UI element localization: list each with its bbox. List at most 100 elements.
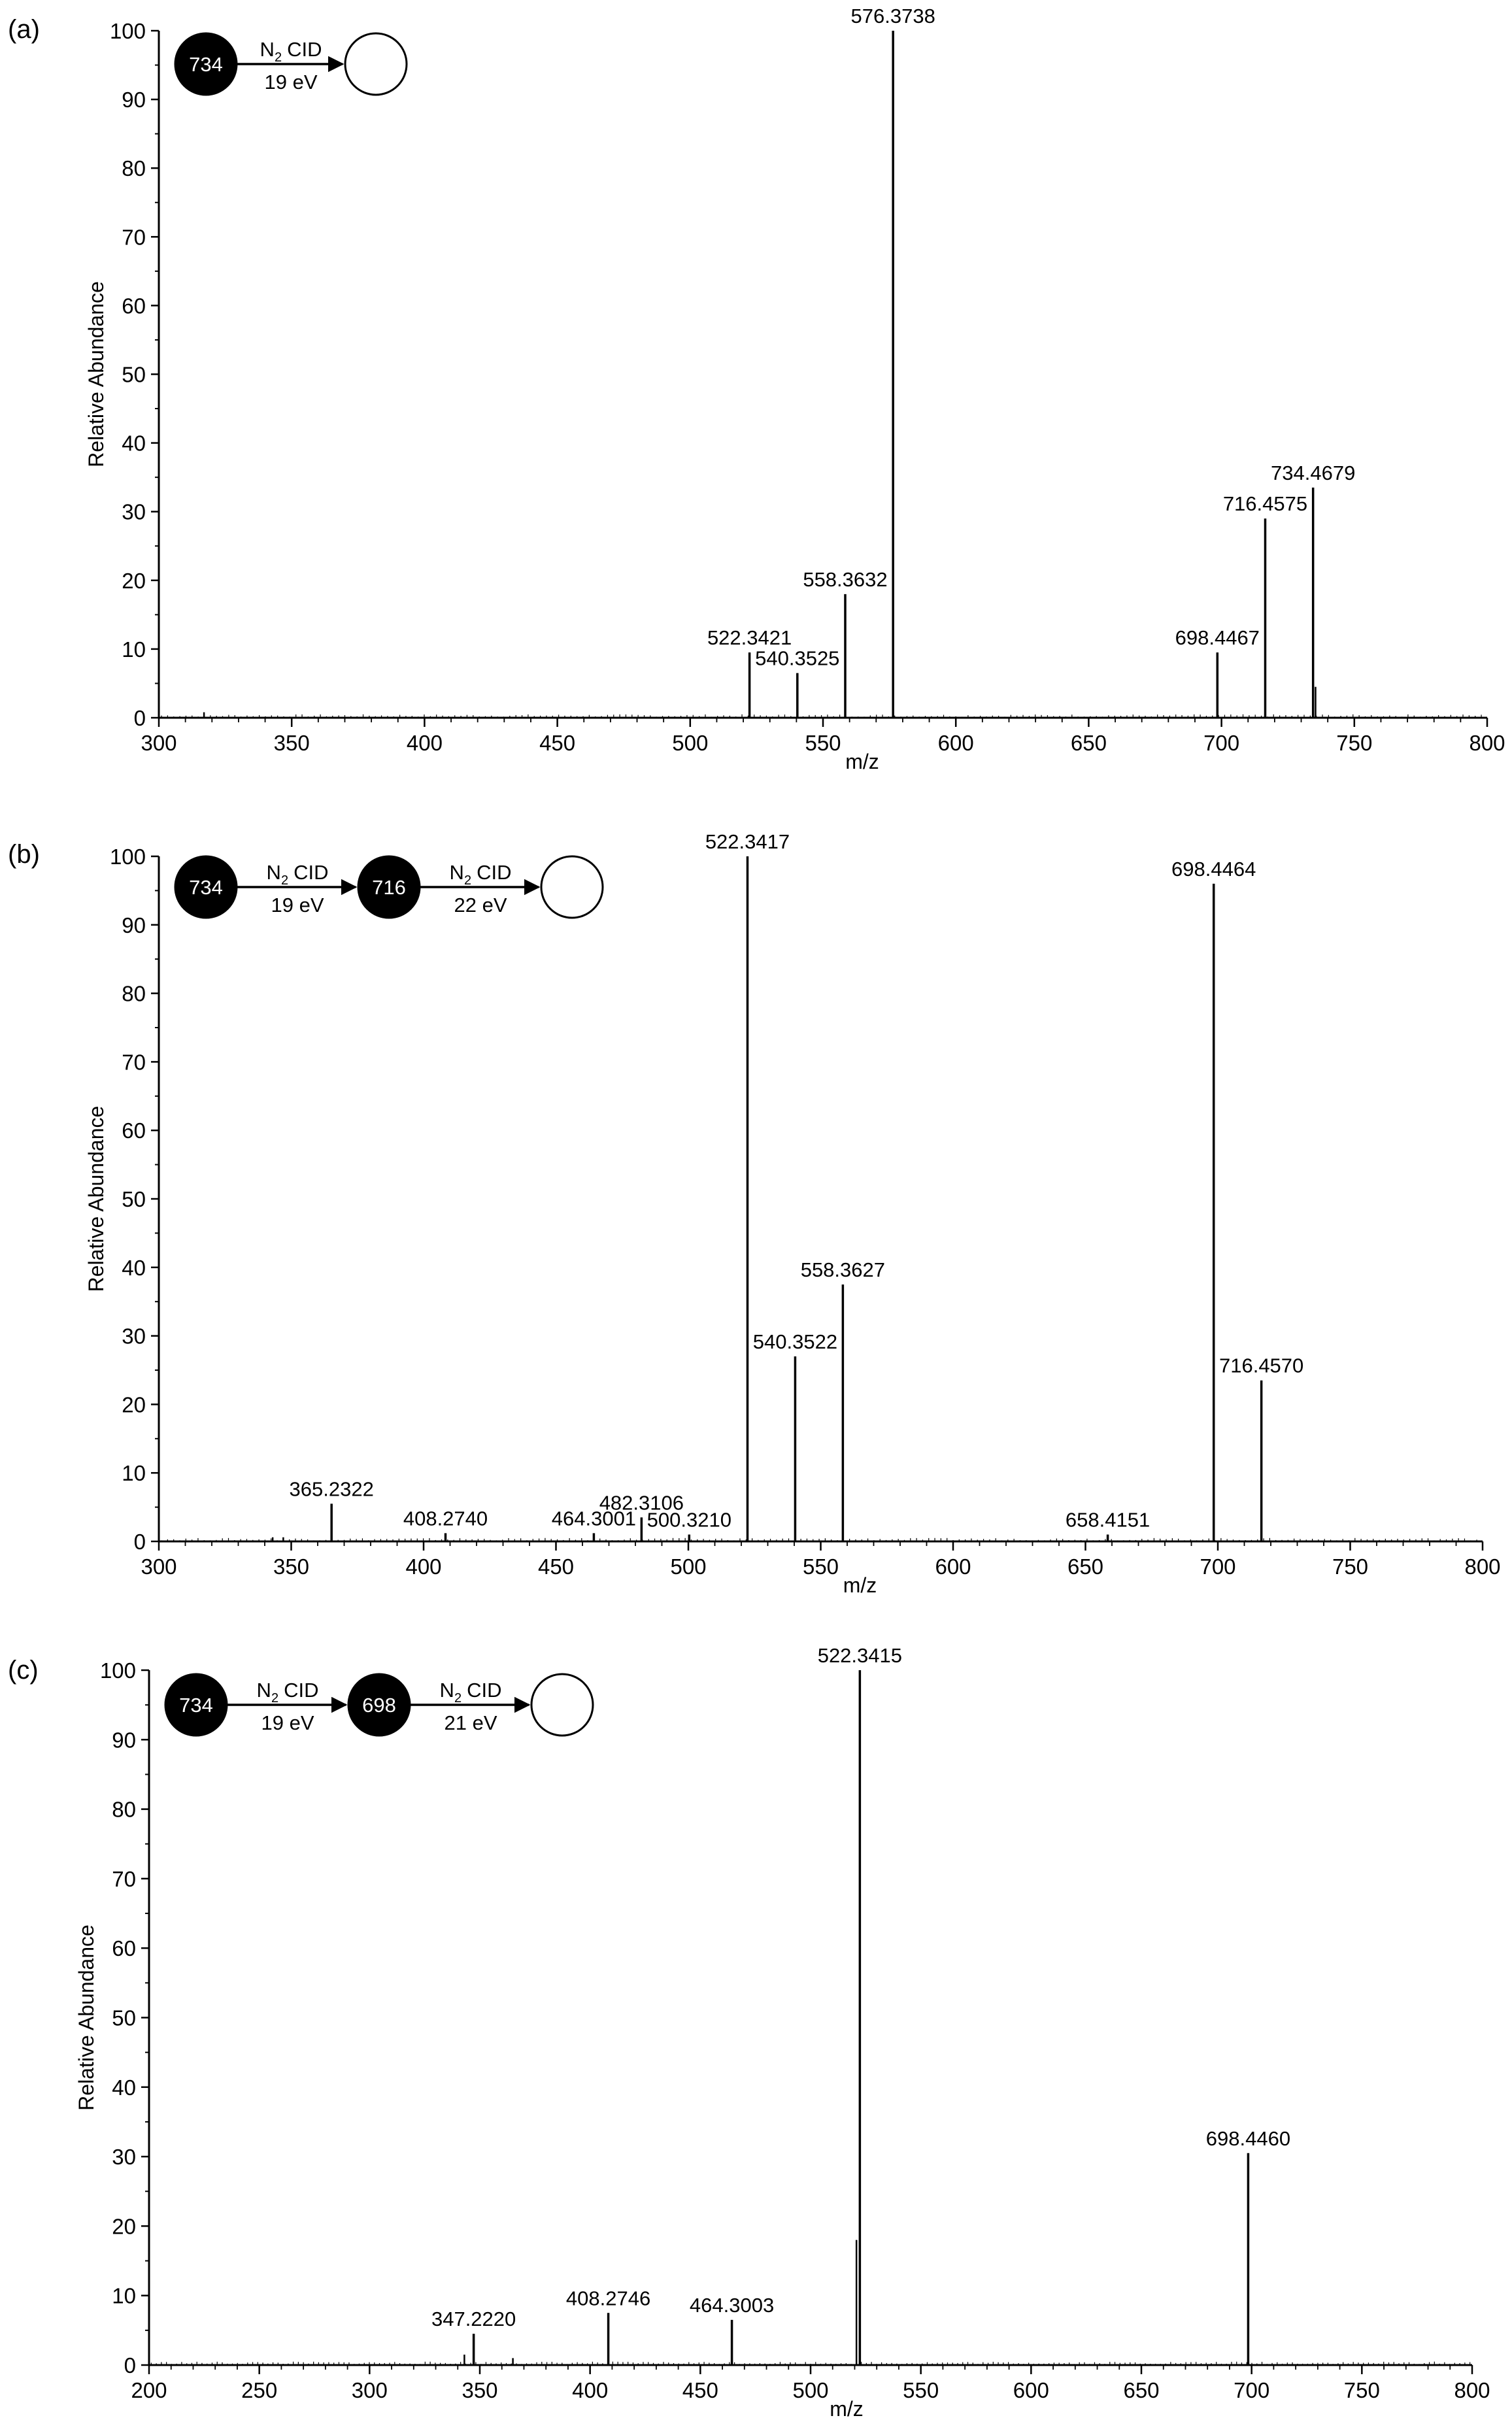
x-tick-label: 650	[1067, 1554, 1103, 1579]
y-tick-label: 60	[112, 1936, 136, 1960]
gas-subscript: 2	[271, 1691, 278, 1705]
product-node	[540, 855, 604, 919]
method: CID	[287, 38, 322, 61]
peak-label: 408.2740	[403, 1507, 488, 1530]
baseline-noise	[161, 714, 1482, 718]
y-tick-label: 10	[112, 2284, 136, 2308]
peak-label: 658.4151	[1066, 1509, 1150, 1532]
y-tick-label: 30	[122, 1324, 146, 1349]
peak-label: 698.4467	[1175, 626, 1260, 649]
y-tick-label: 30	[122, 500, 146, 524]
step-energy: 19 eV	[261, 1711, 314, 1734]
x-tick-label: 750	[1332, 1554, 1368, 1579]
y-tick-label: 40	[122, 431, 146, 456]
peak-label: 347.2220	[431, 2308, 516, 2330]
x-tick-label: 650	[1123, 2378, 1159, 2402]
y-tick-label: 20	[112, 2214, 136, 2238]
peak-label: 558.3627	[801, 1258, 885, 1281]
x-tick-label: 350	[462, 2378, 497, 2402]
y-tick-label: 20	[122, 569, 146, 593]
node-label: 698	[362, 1694, 396, 1717]
x-tick-label: 500	[670, 1554, 706, 1579]
x-tick-label: 700	[1234, 2378, 1269, 2402]
gas: N	[440, 1679, 454, 1702]
peak-label: 464.3003	[690, 2294, 774, 2317]
x-tick-label: 400	[405, 1554, 441, 1579]
y-tick-label: 10	[122, 637, 146, 662]
x-tick-label: 700	[1203, 731, 1239, 755]
peak-label: 716.4570	[1219, 1354, 1303, 1377]
x-tick-label: 600	[1013, 2378, 1049, 2402]
y-tick-label: 80	[122, 156, 146, 180]
y-tick-label: 90	[122, 913, 146, 937]
x-tick-label: 400	[572, 2378, 608, 2402]
peak-label: 522.3415	[818, 1644, 902, 1667]
fragmentation-scheme: 734 N2 CID 19 eV	[174, 32, 408, 96]
peak-label: 698.4464	[1171, 858, 1256, 881]
peak-label: 716.4575	[1223, 492, 1307, 515]
peak-label: 464.3001	[552, 1507, 636, 1530]
gas: N	[267, 861, 281, 884]
gas-subscript: 2	[454, 1691, 462, 1705]
spectrum-panel-1: (a) 0 10 20 30 40 50 60 70 80 90 100 300 350 400 450 500…	[8, 5, 1505, 773]
y-tick-label: 90	[112, 1728, 136, 1752]
y-tick-label: 100	[100, 1658, 136, 1683]
y-tick-label: 40	[112, 2075, 136, 2100]
x-axis-label: m/z	[843, 1573, 877, 1597]
method: CID	[284, 1679, 318, 1702]
y-tick-label: 80	[112, 1798, 136, 1822]
y-tick-label: 0	[134, 1530, 146, 1554]
x-tick-label: 300	[352, 2378, 388, 2402]
y-tick-label: 0	[124, 2353, 136, 2377]
node-label: 716	[372, 876, 406, 899]
gas-subscript: 2	[275, 50, 282, 65]
step-method: N2 CID	[267, 861, 329, 888]
x-tick-label: 350	[273, 1554, 309, 1579]
x-tick-label: 450	[539, 731, 575, 755]
spectrum-panel-2: (b) 0 10 20 30 40 50 60 70 80 90 100 300 350 400 450 500…	[8, 830, 1501, 1597]
y-tick-label: 70	[122, 225, 146, 249]
y-tick-label: 100	[110, 845, 146, 869]
step-method: N2 CID	[440, 1679, 502, 1705]
peak-label: 500.3210	[647, 1509, 731, 1532]
peak-label: 522.3421	[707, 626, 792, 649]
peak-label: 365.2322	[290, 1477, 374, 1500]
peak-label: 698.4460	[1206, 2127, 1290, 2150]
peak-label: 522.3417	[705, 830, 790, 853]
x-tick-label: 500	[792, 2378, 828, 2402]
node-label: 734	[189, 876, 223, 899]
x-tick-label: 300	[141, 731, 176, 755]
step-energy: 21 eV	[444, 1711, 497, 1734]
y-tick-label: 40	[122, 1256, 146, 1280]
x-tick-label: 250	[241, 2378, 277, 2402]
y-tick-label: 50	[112, 2006, 136, 2030]
y-axis-label: Relative Abundance	[75, 1924, 98, 2111]
step-method: N2 CID	[450, 861, 512, 888]
x-tick-label: 200	[131, 2378, 167, 2402]
x-tick-label: 800	[1464, 1554, 1500, 1579]
gas: N	[257, 1679, 271, 1702]
step-energy: 22 eV	[454, 894, 507, 916]
y-tick-label: 70	[122, 1050, 146, 1074]
peak-label: 540.3522	[753, 1330, 837, 1353]
step-energy: 19 eV	[264, 71, 317, 93]
x-tick-label: 600	[938, 731, 974, 755]
gas-subscript: 2	[281, 873, 288, 888]
panel-label: (b)	[8, 840, 40, 869]
y-tick-label: 60	[122, 294, 146, 318]
y-tick-label: 60	[122, 1118, 146, 1143]
y-tick-label: 50	[122, 1187, 146, 1211]
x-tick-label: 500	[672, 731, 708, 755]
step-method: N2 CID	[257, 1679, 319, 1705]
y-tick-label: 90	[122, 88, 146, 112]
panel-label: (a)	[8, 15, 40, 44]
peak-label: 540.3525	[755, 647, 839, 670]
step-method: N2 CID	[260, 38, 322, 65]
peak-label: 482.3106	[599, 1491, 684, 1514]
step-energy: 19 eV	[271, 894, 324, 916]
x-tick-label: 400	[407, 731, 443, 755]
gas: N	[260, 38, 275, 61]
y-tick-label: 30	[112, 2145, 136, 2169]
